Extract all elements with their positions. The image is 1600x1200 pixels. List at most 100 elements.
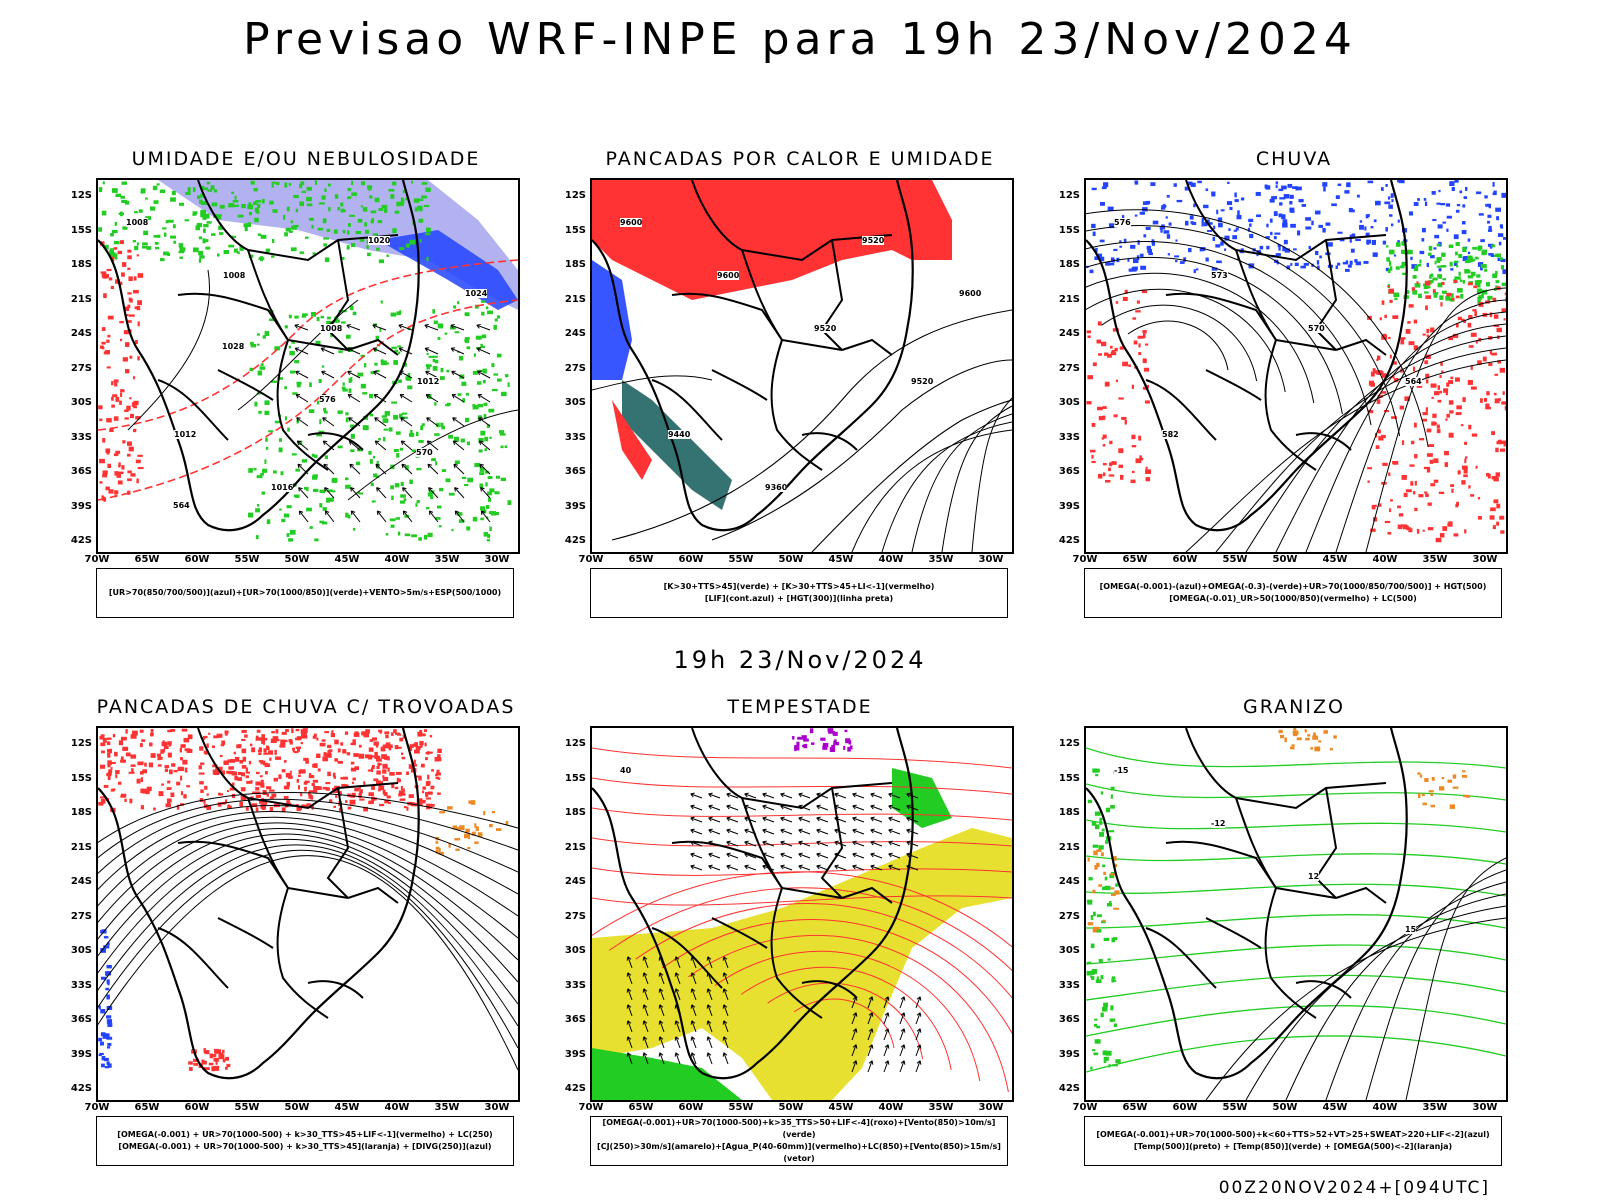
wind850-vector — [726, 792, 739, 799]
low-level-humidity — [98, 180, 431, 264]
panel-4-lat-label: 12S — [70, 738, 92, 749]
temp850-contour — [1086, 944, 1506, 965]
wind850-vector — [626, 1036, 633, 1049]
panel-2-contour-label: 9520 — [911, 377, 934, 386]
panel-2-legend-line: [K>30+TTS>45](verde) + [K>30+TTS>45+LI<-… — [663, 582, 935, 591]
thickness-570 — [98, 259, 518, 431]
wind-vector — [294, 323, 309, 331]
panel-2-map-svg — [592, 180, 1012, 552]
panel-5-lat-label: 36S — [564, 1014, 586, 1025]
wind850-vector — [780, 792, 793, 799]
wind850-green-north — [892, 768, 952, 828]
panel-6-contour-label: 15 — [1405, 925, 1417, 934]
wind850-vector — [851, 1028, 858, 1041]
omega-red-east — [1367, 280, 1506, 543]
panel-4-lat-label: 30S — [70, 945, 92, 956]
panel-5-legend: [OMEGA(-0.001)+UR>70(1000-500)+k>35_TTS>… — [590, 1116, 1008, 1166]
temp850-contour — [1086, 914, 1506, 929]
state-border — [1295, 980, 1352, 999]
panel-2-contour-label: 9600 — [959, 289, 982, 298]
state-border — [177, 840, 349, 899]
wind-vector — [350, 487, 361, 499]
panel-4-lat-label: 27S — [70, 910, 92, 922]
panel-6-lon-label: 60W — [1172, 1102, 1198, 1113]
wind850-vector — [915, 1060, 922, 1073]
wind850-vector — [899, 1028, 906, 1041]
wind-vector — [478, 440, 491, 451]
wind850-vector — [915, 1044, 922, 1057]
panel-1-lat-label: 21S — [70, 293, 92, 305]
hgt500-contour — [1086, 241, 1372, 426]
wind850-vector — [883, 1060, 890, 1073]
isobar-1024 — [347, 409, 518, 501]
omega-blue — [1086, 180, 1506, 275]
temp850-contour — [1086, 783, 1506, 801]
panel-6-lat-label: 24S — [1058, 876, 1080, 887]
panel-1-contour-label: 1012 — [417, 377, 440, 386]
panel-3-lon-label: 30W — [1472, 554, 1498, 565]
panel-2-lon-label: 40W — [878, 554, 904, 565]
panel-4-lon-label: 65W — [134, 1102, 160, 1113]
panel-2-lon-label: 35W — [928, 554, 954, 565]
wind-vector — [372, 347, 387, 355]
wind850-vector — [816, 852, 829, 859]
run-stamp: 00Z20NOV2024+[094UTC] — [1218, 1178, 1490, 1198]
temp850-contour — [1086, 853, 1506, 865]
wind850-vector — [798, 792, 811, 799]
omega500-north — [1278, 728, 1337, 752]
wind-vector — [347, 394, 361, 403]
panel-2-contour-label: 9520 — [814, 324, 837, 333]
panel-1-lon-label: 50W — [284, 554, 310, 565]
panel-1-contour-label: 1008 — [126, 218, 149, 227]
wind850-vector — [626, 1052, 633, 1065]
panel-5-legend-line: [OMEGA(-0.001)+UR>70(1000-500)+k>35_TTS>… — [602, 1118, 996, 1139]
wind850-vector — [883, 996, 890, 1009]
wind850-vector — [642, 1052, 649, 1065]
temp850-coast — [1086, 768, 1121, 1070]
wind850-vector — [851, 1012, 858, 1025]
omega-green — [1386, 241, 1506, 305]
wind850-vector — [674, 1052, 681, 1065]
coastline — [98, 728, 420, 1080]
hgt500-contour — [1086, 256, 1343, 415]
wind850-vector — [762, 792, 775, 799]
forecast-time: 19h 23/Nov/2024 — [673, 646, 927, 674]
wind850-vector — [744, 840, 757, 847]
wind850-vector — [708, 828, 721, 835]
wind850-vector — [780, 828, 793, 835]
state-border — [1205, 369, 1262, 401]
wind850-vector — [780, 864, 793, 871]
panel-2-lon-label: 65W — [628, 554, 654, 565]
panel-2-lat-label: 18S — [564, 259, 586, 270]
panel-2-lat-label: 36S — [564, 466, 586, 477]
wind850-vector — [690, 792, 703, 799]
panel-5-lat-label: 21S — [564, 841, 586, 853]
wind-vector — [427, 463, 439, 475]
panel-2-lat-label: 33S — [564, 431, 586, 443]
hgt500-contour — [1086, 272, 1315, 404]
panel-3-map — [1084, 178, 1508, 554]
lc250-streamline — [98, 849, 518, 1049]
state-border — [711, 369, 768, 401]
wind-vector — [298, 510, 309, 523]
state-border — [247, 797, 289, 889]
wind850-vector — [852, 804, 865, 811]
panel-1-lon-label: 55W — [234, 554, 260, 565]
wind850-vector — [642, 1004, 649, 1017]
panel-5-map-svg — [592, 728, 1012, 1100]
temp850-contour — [1086, 747, 1506, 769]
panel-3-lat-label: 15S — [1058, 224, 1080, 236]
panel-4-legend: [OMEGA(-0.001) + UR>70(1000-500) + k>30_… — [96, 1116, 514, 1166]
wind850-vector — [708, 804, 721, 811]
wind-vector — [322, 440, 335, 451]
wind850-vector — [915, 1028, 922, 1041]
lc250-streamline — [98, 798, 518, 859]
wind850-vector — [690, 1036, 697, 1049]
panel-1-lat-label: 39S — [70, 500, 92, 512]
wind850-vector — [762, 828, 775, 835]
streamline — [1365, 287, 1506, 552]
panel-1-lon-label: 40W — [384, 554, 410, 565]
panel-6-lon-label: 45W — [1322, 1102, 1348, 1113]
streamline — [1275, 323, 1506, 552]
panel-1-contour-label: 1008 — [320, 324, 343, 333]
